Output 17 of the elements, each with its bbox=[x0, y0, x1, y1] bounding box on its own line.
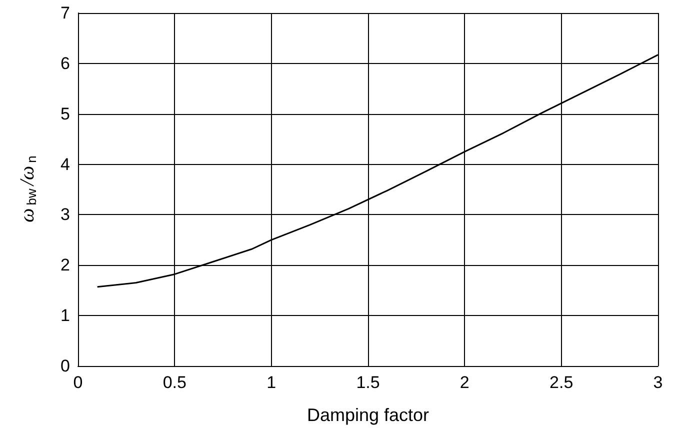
y-tick-label: 5 bbox=[60, 104, 70, 124]
y-tick-label: 7 bbox=[60, 4, 70, 22]
x-tick-label: 0 bbox=[73, 373, 83, 392]
x-tick-label: 2.5 bbox=[550, 373, 574, 392]
x-tick-label: 0.5 bbox=[162, 373, 186, 392]
y-tick-label: 4 bbox=[60, 154, 70, 174]
x-axis-title: Damping factor bbox=[306, 405, 430, 425]
x-tick-label: 2 bbox=[460, 373, 470, 392]
x-tick-label: 1.5 bbox=[356, 373, 380, 392]
y-tick-label: 3 bbox=[60, 205, 70, 224]
y-axis-title: ωbw/ωn bbox=[16, 156, 39, 222]
y-tick-label: 0 bbox=[60, 356, 70, 376]
y-tick-label: 6 bbox=[60, 54, 70, 73]
y-tick-label: 2 bbox=[60, 256, 70, 275]
x-tick-label: 1 bbox=[266, 373, 276, 392]
y-tick-label: 1 bbox=[60, 306, 70, 326]
x-tick-label: 3 bbox=[653, 373, 663, 392]
